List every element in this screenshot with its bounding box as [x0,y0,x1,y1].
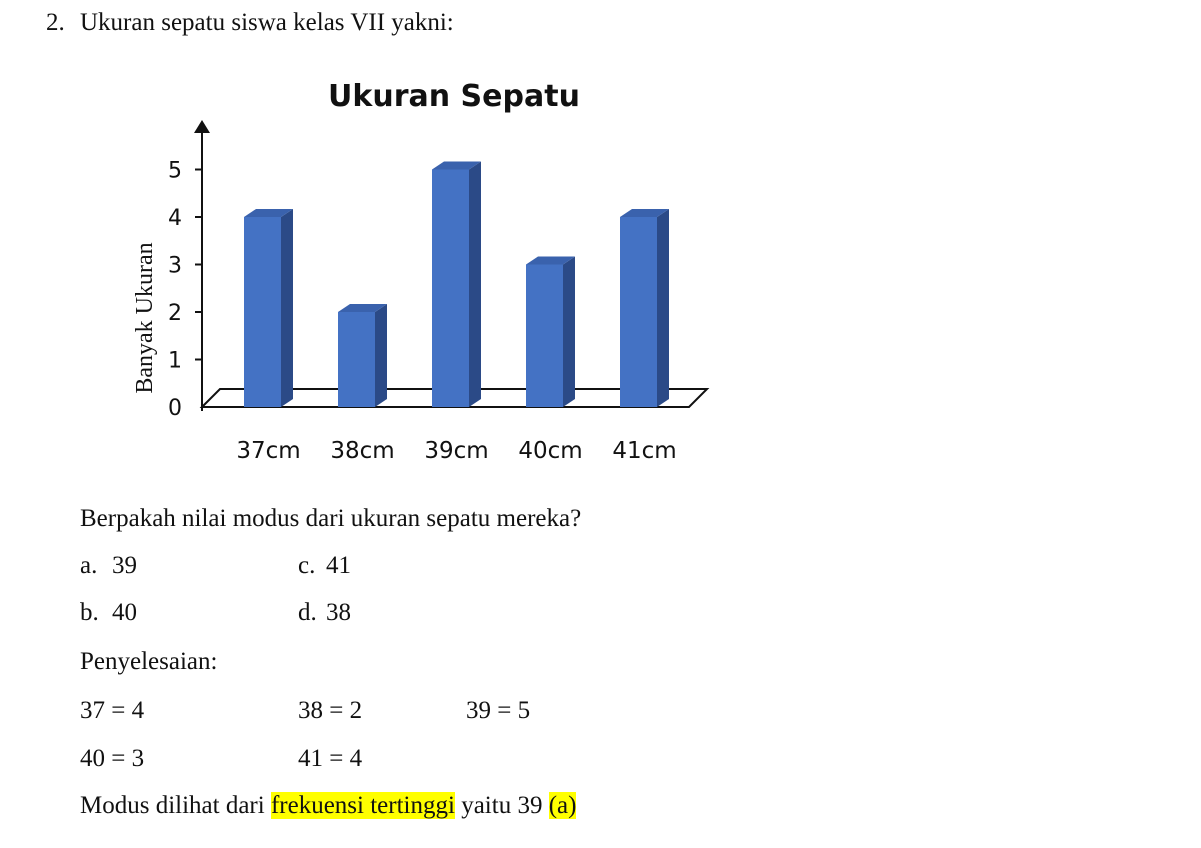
bar-front [432,169,469,407]
question-text: Ukuran sepatu siswa kelas VII yakni: [80,9,454,36]
solution-item: 37 = 4 [80,697,145,724]
y-tick-label: 4 [168,206,182,231]
bar-side [469,161,481,407]
x-tick-label: 39cm [424,438,488,464]
y-axis-arrow [194,120,210,133]
y-tick-label: 0 [168,396,182,421]
y-tick-label: 5 [168,159,182,184]
bar-front [338,312,375,407]
bar [244,209,293,407]
option-d-letter: d. [298,599,317,626]
bar-side [563,256,575,407]
bars [244,161,669,407]
solution-heading: Penyelesaian: [80,648,218,675]
option-b-letter: b. [80,599,99,626]
y-tick-labels: 0 1 2 3 4 5 [168,159,182,422]
y-tick-label: 3 [168,254,182,279]
option-d-value: 38 [326,599,351,626]
bar-top [620,209,669,217]
bar-front [620,217,657,407]
option-a-value: 39 [112,552,137,579]
solution-item: 40 = 3 [80,745,145,772]
x-tick-label: 38cm [330,438,394,464]
solution-item: 41 = 4 [298,745,363,772]
option-c-letter: c. [298,552,316,579]
option-a-letter: a. [80,552,98,579]
question-number: 2. [46,9,65,36]
x-tick-label: 40cm [518,438,582,464]
y-tick-label: 1 [168,349,182,374]
bar [338,304,387,407]
bar [620,209,669,407]
chart-title: Ukuran Sepatu [328,79,580,114]
x-tick-label: 37cm [236,438,300,464]
bar-top [526,256,575,265]
x-tick-label: 41cm [612,438,676,464]
solution-item: 38 = 2 [298,697,363,724]
y-tick-label: 2 [168,301,182,326]
conclusion-answer: (a) [548,792,577,819]
question-prompt: Berpakah nilai modus dari ukuran sepatu … [80,505,582,532]
conclusion-mid: yaitu 39 [454,792,549,819]
x-tick-labels: 37cm 38cm 39cm 40cm 41cm [236,438,676,464]
option-c-value: 41 [326,552,351,579]
bar-side [375,304,387,407]
bar-side [657,209,669,407]
bar-top [244,209,293,217]
bar [432,161,481,407]
solution-conclusion: Modus dilihat dari frekuensi tertinggi y… [80,791,577,821]
y-axis-title: Banyak Ukuran [132,242,158,393]
bar-front [244,217,281,407]
bar-top [432,161,481,170]
bar-front [526,264,563,407]
solution-item: 39 = 5 [466,697,531,724]
bar-side [281,209,293,407]
bar-top [338,304,387,312]
conclusion-prefix: Modus dilihat dari [80,792,271,819]
conclusion-highlight: frekuensi tertinggi [270,792,455,819]
option-b-value: 40 [112,599,137,626]
bar [526,256,575,407]
